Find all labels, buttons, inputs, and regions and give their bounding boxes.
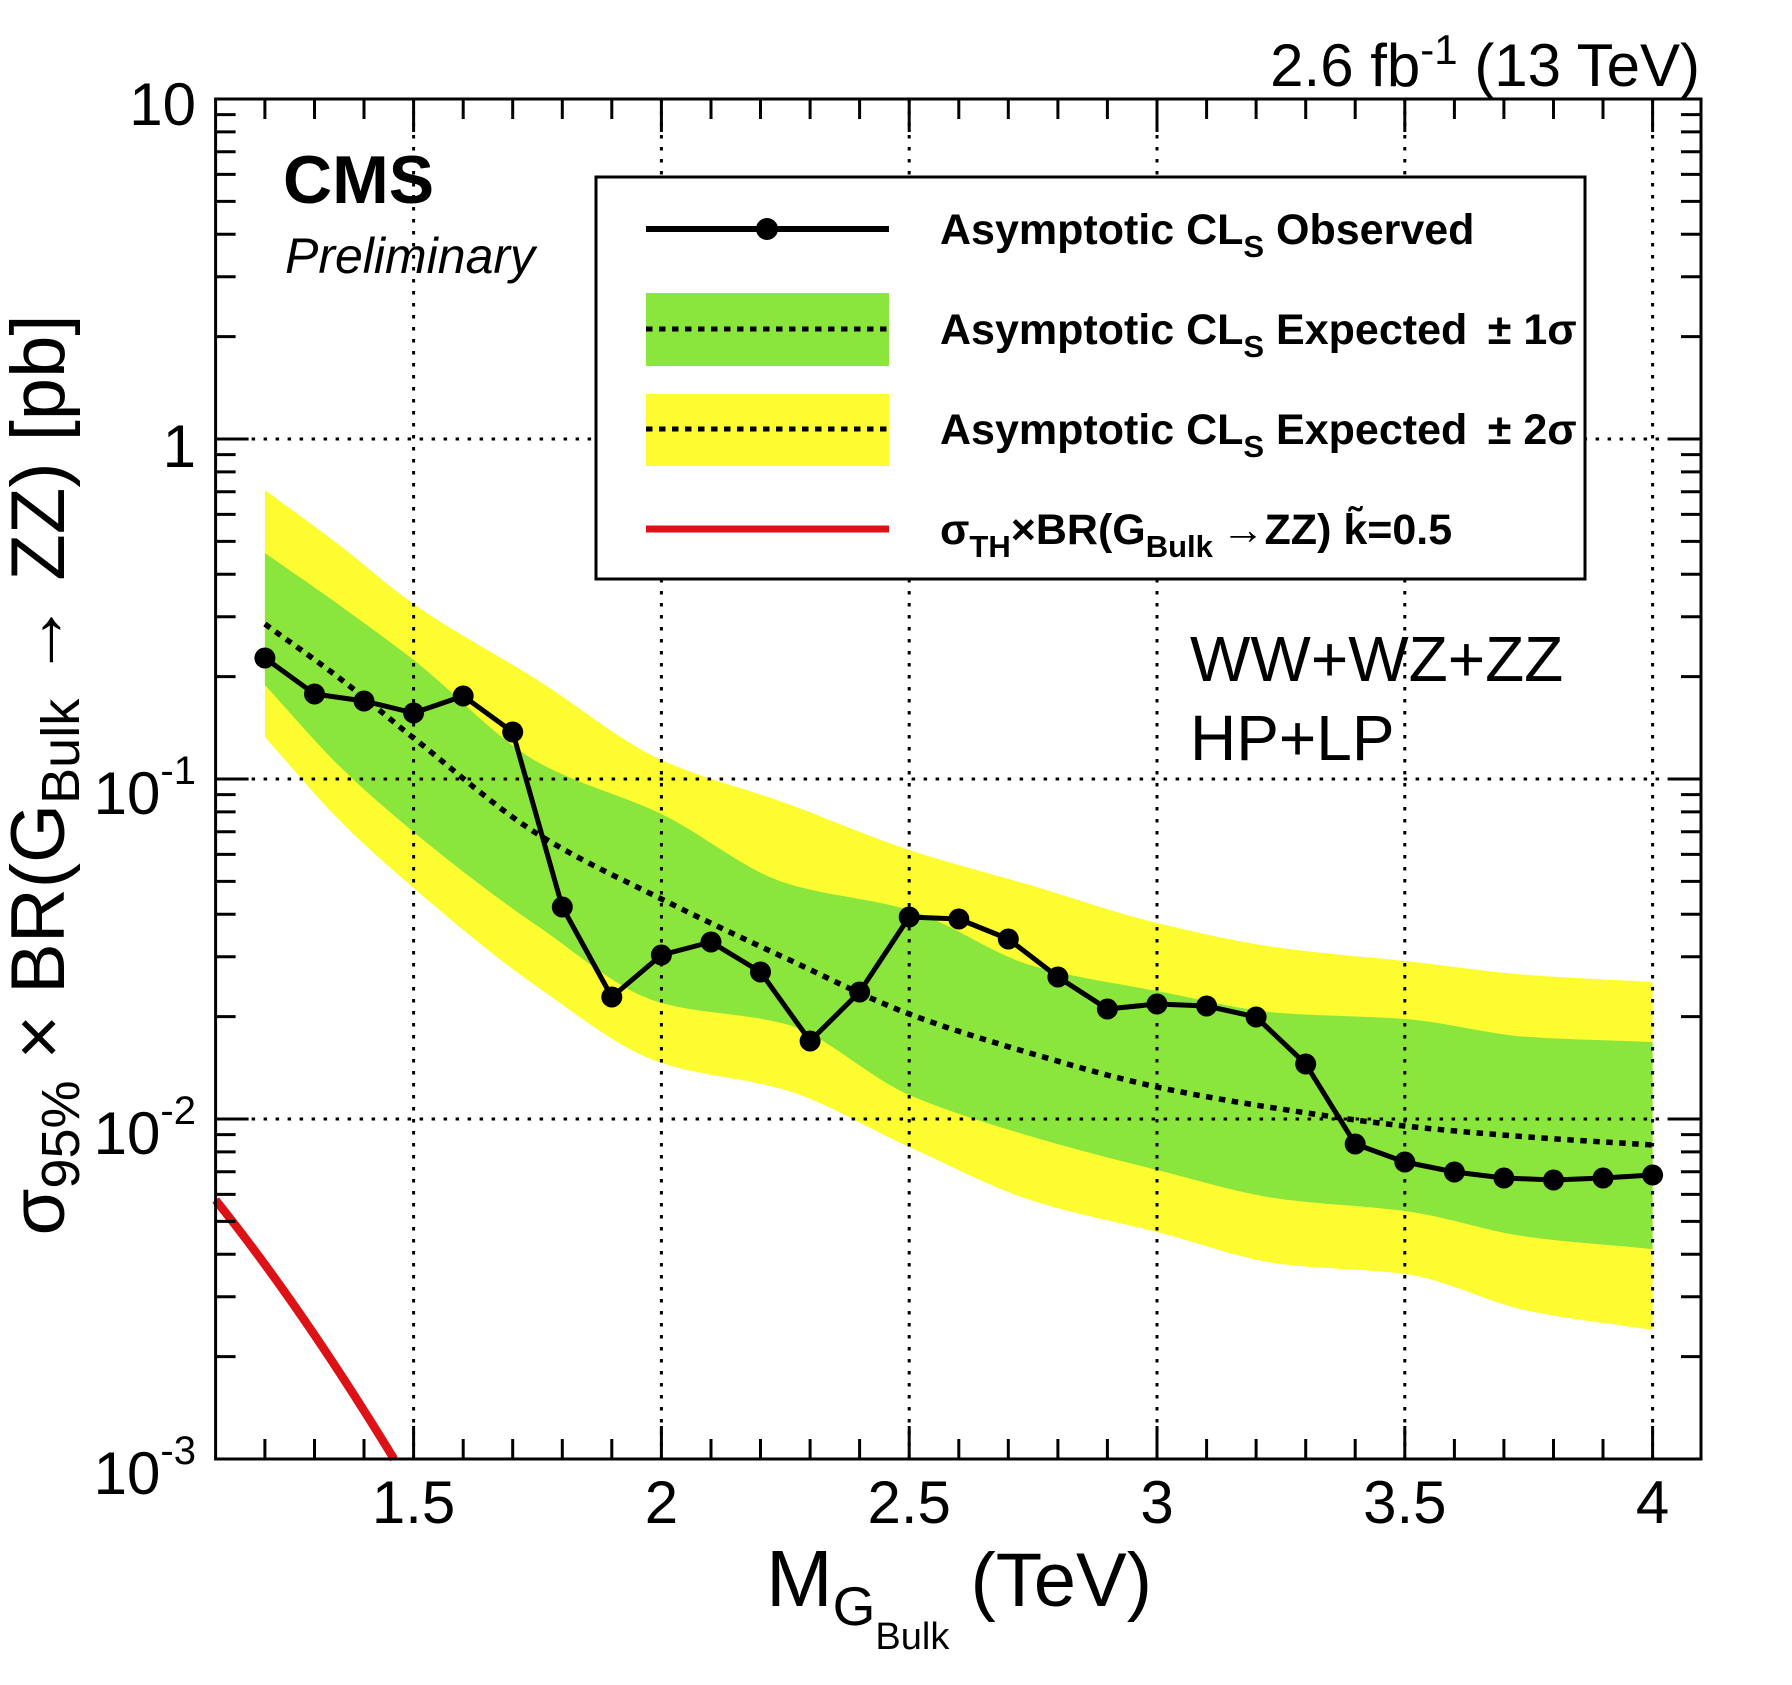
svg-text:4: 4 — [1636, 1469, 1669, 1536]
svg-text:CMS: CMS — [283, 142, 434, 218]
svg-text:10: 10 — [129, 71, 196, 138]
svg-text:2.5: 2.5 — [867, 1469, 950, 1536]
svg-text:10-3: 10-3 — [94, 1429, 196, 1507]
svg-text:HP+LP: HP+LP — [1190, 702, 1395, 774]
svg-text:Preliminary: Preliminary — [285, 228, 538, 284]
svg-text:2: 2 — [645, 1469, 678, 1536]
svg-text:3: 3 — [1140, 1469, 1173, 1536]
svg-text:1: 1 — [163, 413, 196, 480]
svg-text:3.5: 3.5 — [1363, 1469, 1446, 1536]
svg-text:2.6 fb-1 (13 TeV): 2.6 fb-1 (13 TeV) — [1270, 26, 1700, 99]
svg-text:1.5: 1.5 — [372, 1469, 455, 1536]
svg-text:WW+WZ+ZZ: WW+WZ+ZZ — [1190, 623, 1563, 695]
